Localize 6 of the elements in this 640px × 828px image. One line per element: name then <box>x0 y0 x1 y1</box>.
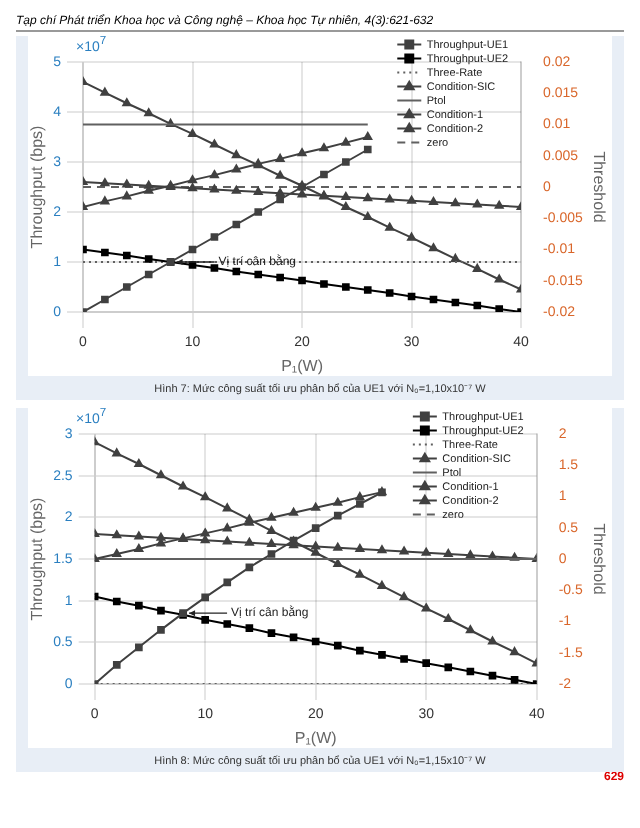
x-axis-title: P₁(W) <box>294 728 338 747</box>
y-axis-title: Throughput (bps) <box>28 124 47 249</box>
y-axis-title: Throughput (bps) <box>28 496 47 621</box>
y2-axis-title: Threshold <box>589 523 608 595</box>
y2-axis-title: Threshold <box>589 151 608 223</box>
x-axis-title: P₁(W) <box>281 356 324 375</box>
